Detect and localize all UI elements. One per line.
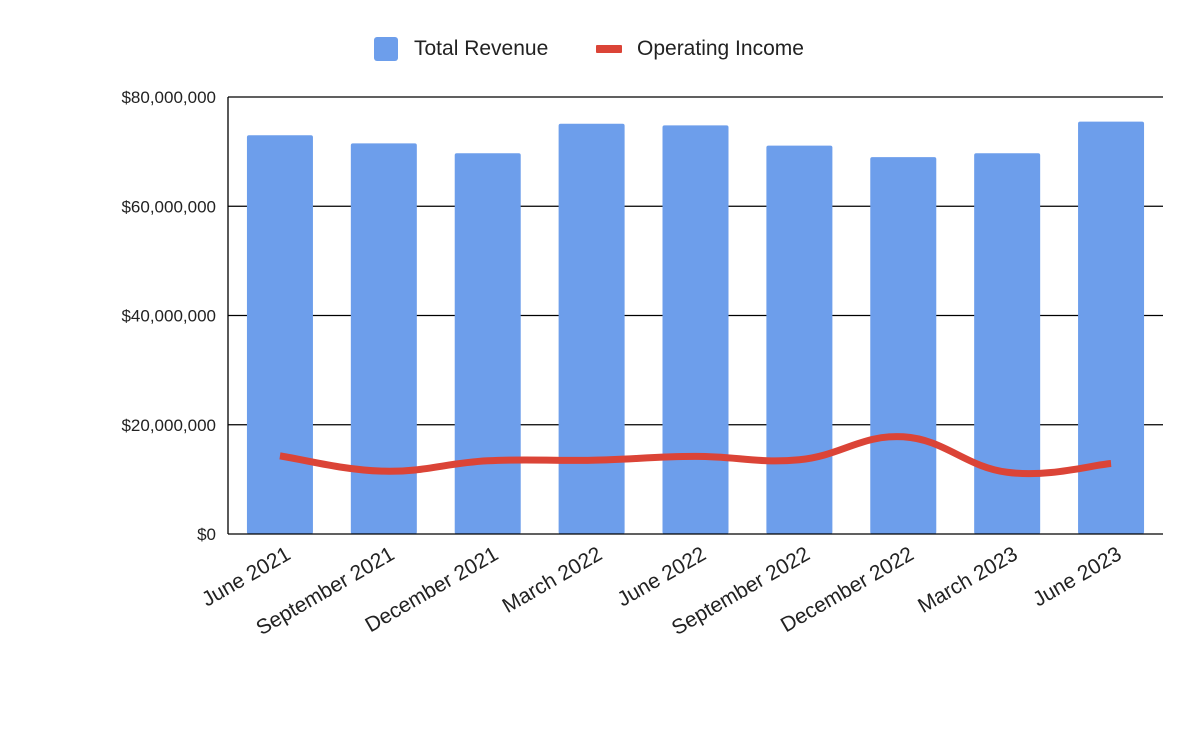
bar <box>1078 122 1144 534</box>
legend-swatch-total-revenue <box>374 37 398 61</box>
legend-label-operating-income: Operating Income <box>637 37 804 60</box>
legend-swatch-operating-income <box>596 45 622 53</box>
x-tick-label: March 2023 <box>914 542 1022 617</box>
y-tick-label: $40,000,000 <box>121 307 216 326</box>
bar <box>351 143 417 534</box>
bar <box>559 124 625 534</box>
legend: Total Revenue Operating Income <box>374 37 804 61</box>
bar <box>663 125 729 534</box>
bar <box>870 157 936 534</box>
bar <box>455 153 521 534</box>
bar <box>247 135 313 534</box>
y-tick-label: $0 <box>197 525 216 544</box>
y-axis: $0 $20,000,000 $40,000,000 $60,000,000 $80,0… <box>121 88 228 544</box>
x-tick-label: June 2022 <box>614 542 710 611</box>
y-tick-label: $20,000,000 <box>121 416 216 435</box>
x-tick-label: March 2022 <box>499 542 607 617</box>
y-tick-label: $60,000,000 <box>121 197 216 216</box>
bar <box>766 146 832 534</box>
x-tick-label: June 2023 <box>1029 542 1125 611</box>
legend-label-total-revenue: Total Revenue <box>414 37 548 60</box>
y-tick-label: $80,000,000 <box>121 88 216 107</box>
x-tick-label: June 2021 <box>198 542 294 611</box>
